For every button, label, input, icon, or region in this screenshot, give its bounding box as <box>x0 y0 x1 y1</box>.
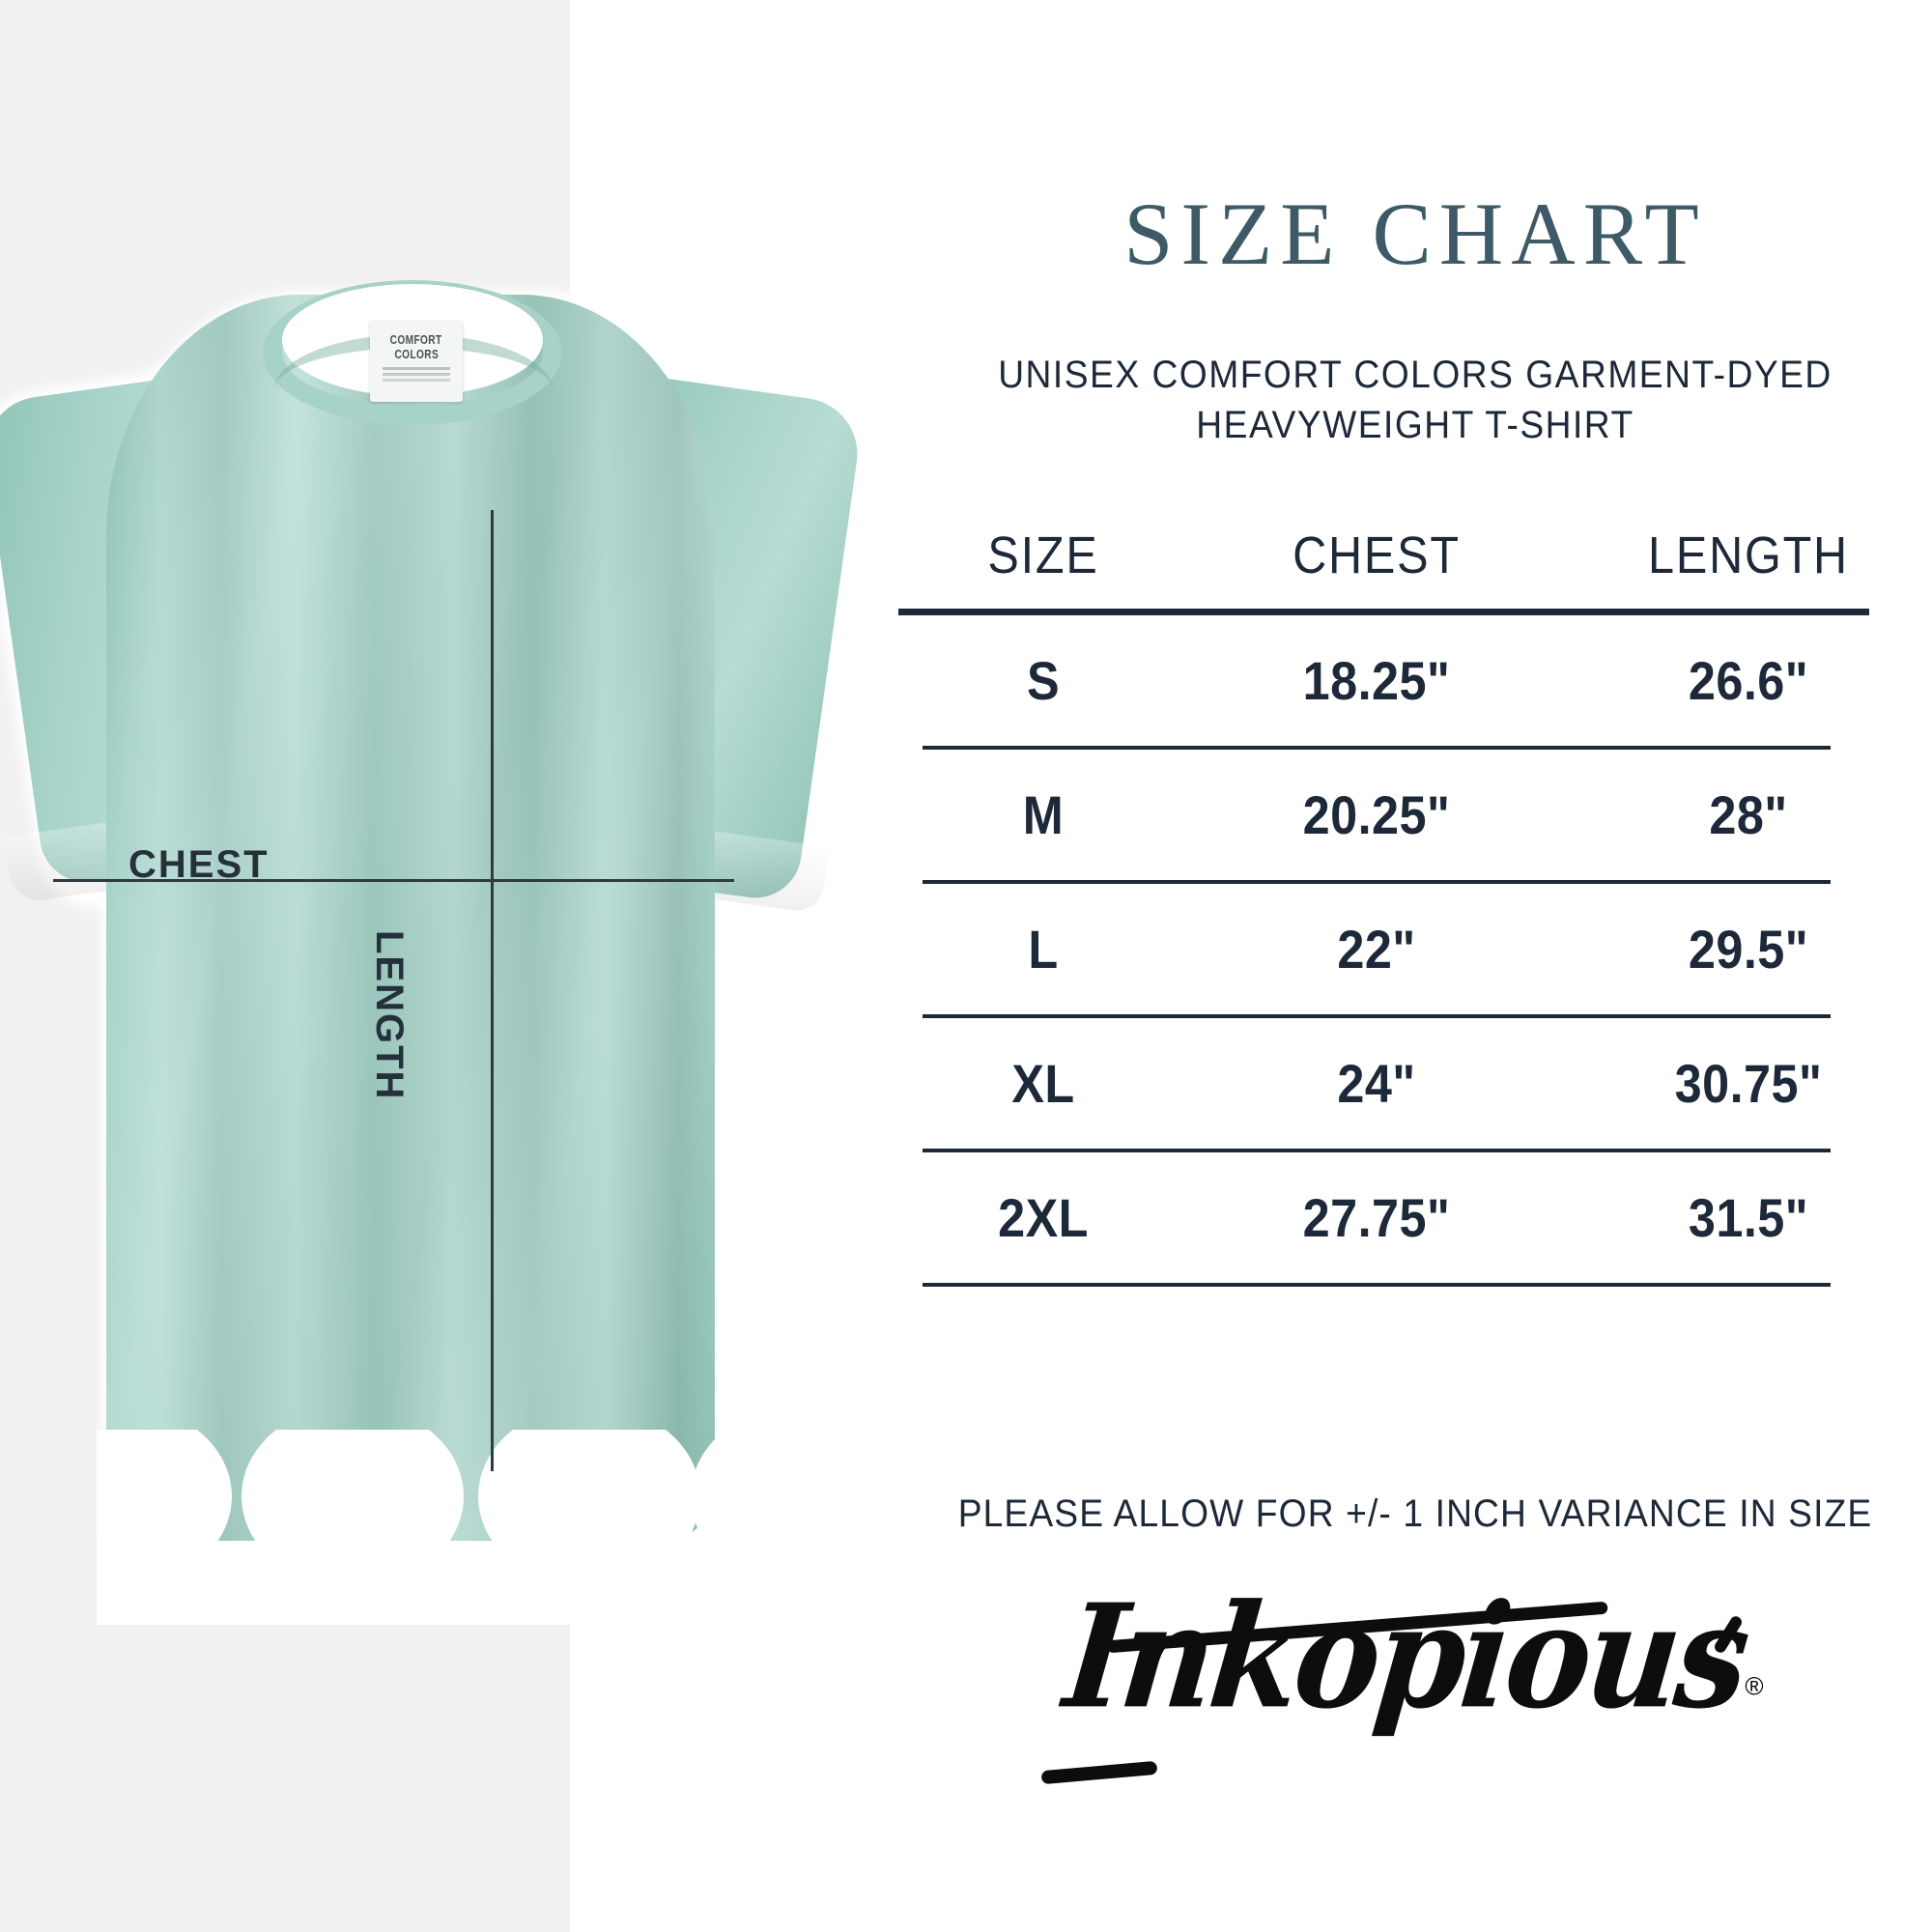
cell-chest: 22" <box>1337 919 1416 980</box>
hem-cutout-fill <box>97 1548 724 1625</box>
cell-size: 2XL <box>998 1187 1089 1248</box>
cell-size: S <box>1026 650 1061 711</box>
tshirt-photo: COMFORT COLORS CHEST LENGTH <box>0 242 927 1652</box>
length-measure-label: LENGTH <box>368 930 411 1101</box>
cell-length: 29.5" <box>1688 919 1809 980</box>
subtitle-line-2: HEAVYWEIGHT T-SHIRT <box>1196 404 1634 446</box>
table-header-row: SIZE CHEST LENGTH <box>898 502 1932 609</box>
neck-tag-brand-line-2: COLORS <box>394 347 439 361</box>
table-row: 2XL 27.75" 31.5" <box>898 1152 1932 1283</box>
tshirt-body <box>106 295 715 1541</box>
table-row: L 22" 29.5" <box>898 884 1932 1014</box>
page-title: SIZE CHART <box>1123 185 1707 283</box>
chest-measure-label: CHEST <box>128 843 270 886</box>
column-header-length: LENGTH <box>1648 526 1849 584</box>
cell-size: M <box>1022 784 1065 845</box>
length-measure-line <box>491 510 494 1471</box>
brand-logo: Inkopious® <box>898 1574 1932 1785</box>
cell-length: 28" <box>1709 784 1788 845</box>
cell-chest: 24" <box>1337 1053 1416 1114</box>
table-row-rule <box>923 880 1831 884</box>
neck-tag-brand-line-1: COMFORT <box>390 332 442 347</box>
table-row: S 18.25" 26.6" <box>898 615 1932 746</box>
chart-column: SIZE CHART UNISEX COMFORT COLORS GARMENT… <box>898 0 1932 1932</box>
table-row-rule <box>923 1149 1831 1152</box>
cell-length: 31.5" <box>1688 1187 1809 1248</box>
cell-chest: 27.75" <box>1302 1187 1451 1248</box>
neck-tag-care-text <box>383 367 450 370</box>
variance-note: PLEASE ALLOW FOR +/- 1 INCH VARIANCE IN … <box>957 1492 1873 1535</box>
cell-chest: 20.25" <box>1302 784 1451 845</box>
table-row-rule <box>923 746 1831 750</box>
column-header-size: SIZE <box>987 526 1099 584</box>
cell-size: XL <box>1011 1053 1075 1114</box>
brand-wordmark: Inkopious <box>1058 1573 1754 1742</box>
subtitle-line-1: UNISEX COMFORT COLORS GARMENT-DYED <box>998 354 1833 396</box>
page-subtitle: UNISEX COMFORT COLORS GARMENT-DYED HEAVY… <box>961 350 1868 450</box>
table-row-rule <box>923 1014 1831 1018</box>
tshirt-graphic: COMFORT COLORS <box>0 242 898 1625</box>
column-header-chest: CHEST <box>1293 526 1461 584</box>
size-table: SIZE CHEST LENGTH S 18.25" 26.6" M 20.25… <box>898 502 1932 1287</box>
cell-length: 26.6" <box>1688 650 1809 711</box>
neck-tag: COMFORT COLORS <box>370 321 463 402</box>
chest-measure-line <box>53 879 734 882</box>
cell-chest: 18.25" <box>1302 650 1451 711</box>
table-header-rule <box>898 609 1869 615</box>
table-row: XL 24" 30.75" <box>898 1018 1932 1149</box>
cell-length: 30.75" <box>1674 1053 1823 1114</box>
table-row: M 20.25" 28" <box>898 750 1932 880</box>
cell-size: L <box>1028 919 1059 980</box>
brand-brush-underline <box>1040 1760 1158 1785</box>
table-footer-rule <box>923 1283 1831 1287</box>
registered-trademark-icon: ® <box>1745 1671 1764 1701</box>
